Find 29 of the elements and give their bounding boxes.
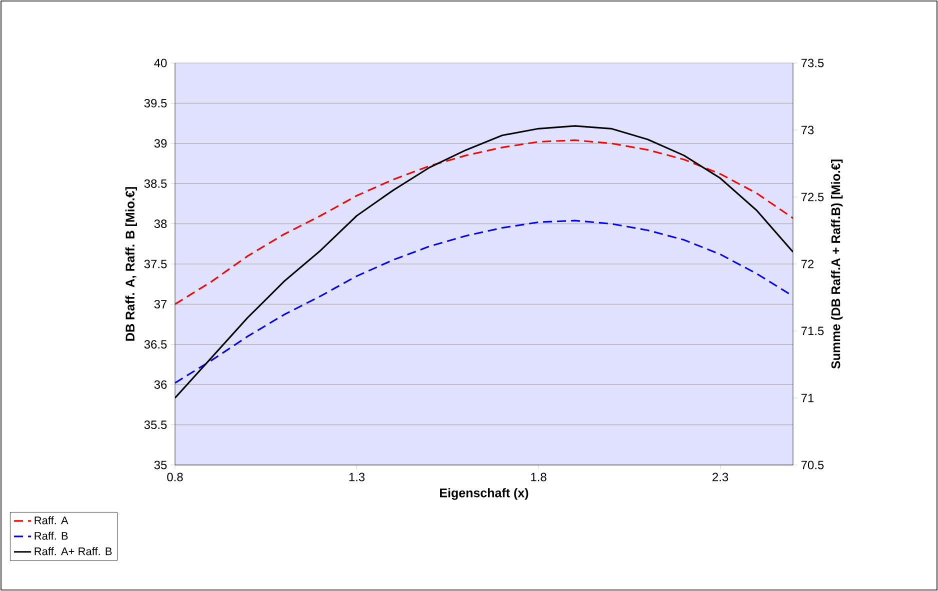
legend-label: Raff. A+ Raff. B [34,547,112,556]
legend-label: Raff. A [34,516,68,524]
y2-tick-label: 73 [801,126,814,134]
y-tick-label: 40 [154,58,167,68]
x-tick-label: 2.3 [712,472,728,482]
y2-tick-label: 70.5 [801,460,824,470]
line-series [175,139,793,305]
y-tick-label: 38 [154,220,167,228]
y2-tick-label: 73.5 [801,58,824,68]
y-axis-title: DB Raff. A, Raff. B [Mio.€] [125,187,137,341]
y2-axis-title: Summe (DB Raff.A + Raff.B) [Mio.€] [831,160,843,369]
y-tick-label: 37 [154,300,167,308]
y-tick-label: 39 [154,139,167,148]
x-tick-label: 1.8 [531,472,546,482]
legend-label: Raff. B [34,532,68,540]
y2-tick-label: 71.5 [801,326,824,336]
x-tick-label: 0.8 [167,472,183,482]
y-tick-label: 38.5 [144,179,167,188]
y-tick-label: 37.5 [144,260,167,268]
y-tick-label: 35.5 [144,420,167,430]
y2-tick-label: 72.5 [801,192,824,202]
y2-tick-label: 71 [801,394,814,402]
y-tick-label: 35 [154,460,167,470]
y-tick-label: 36.5 [144,340,167,349]
y2-tick-label: 72 [801,260,814,268]
y-tick-label: 36 [154,380,167,389]
y-tick-label: 39.5 [144,98,167,108]
x-tick-label: 1.3 [349,472,365,482]
x-axis-title: Eigenschaft (x) [440,488,528,500]
